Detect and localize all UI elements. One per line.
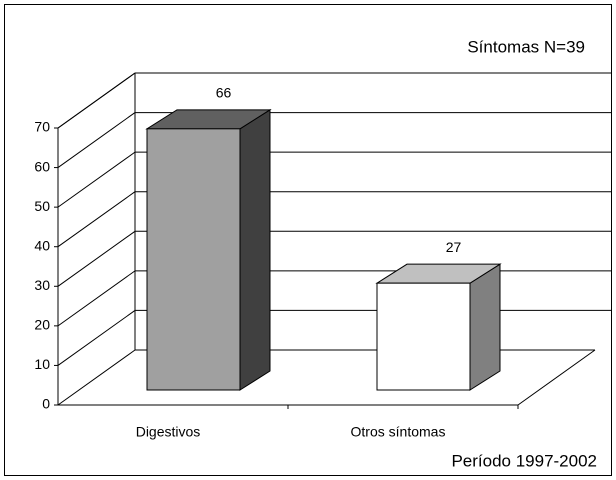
grid-line — [57, 270, 136, 327]
grid-line — [57, 349, 136, 406]
x-tick-label: Otros síntomas — [351, 424, 446, 440]
y-tick-label: 60 — [34, 158, 50, 174]
y-tick-label: 0 — [42, 396, 50, 412]
floor-right — [517, 349, 596, 406]
bar — [376, 282, 471, 391]
y-tick-label: 10 — [34, 356, 50, 372]
y-tick-label: 70 — [34, 119, 50, 135]
grid-line — [57, 310, 136, 366]
y-tick-label: 50 — [34, 198, 50, 214]
grid-line — [57, 72, 136, 129]
frame — [4, 4, 612, 476]
bar-side — [239, 108, 271, 391]
value-label: 66 — [216, 85, 232, 101]
annotation: Período 1997-2002 — [451, 451, 597, 470]
y-tick-label: 30 — [34, 277, 50, 293]
chart-title: Síntomas N=39 — [467, 37, 585, 56]
value-label: 27 — [446, 239, 462, 255]
grid-line — [57, 230, 136, 287]
bar — [146, 128, 241, 391]
y-tick-label: 40 — [34, 237, 50, 253]
bar-side — [469, 263, 501, 391]
x-tick-label: Digestivos — [136, 424, 201, 440]
grid-line — [57, 112, 136, 168]
y-tick-label: 20 — [34, 317, 50, 333]
grid-line — [57, 191, 136, 248]
grid-line — [57, 151, 136, 208]
